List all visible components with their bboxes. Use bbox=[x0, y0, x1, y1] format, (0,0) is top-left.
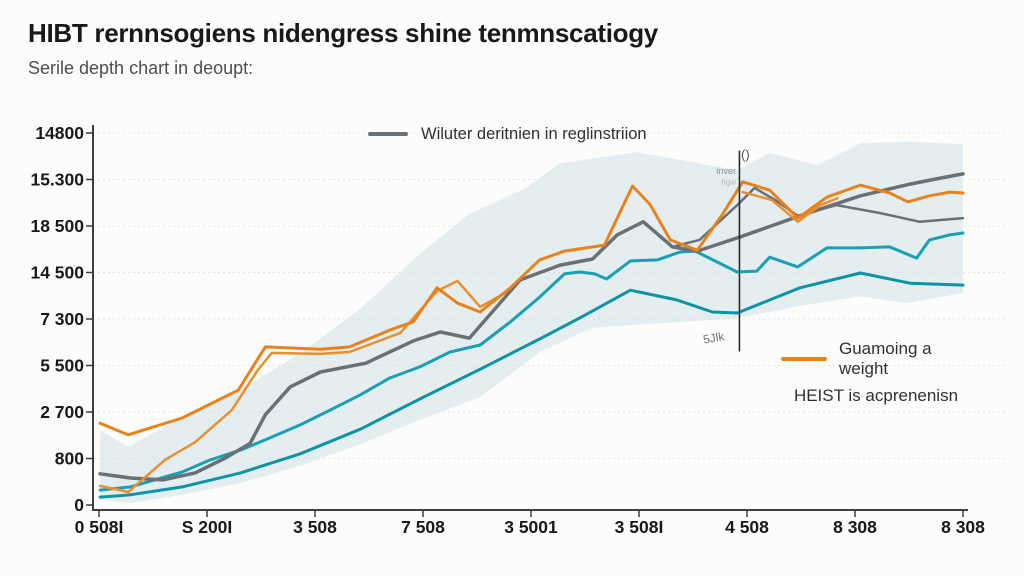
page-subtitle: Serile depth chart in deoupt: bbox=[28, 58, 254, 78]
legend-right-row: Guamoing a weight bbox=[781, 339, 971, 379]
legend-line-marker-orange bbox=[781, 357, 827, 361]
y-tick-label: 800 bbox=[55, 449, 84, 469]
x-tick-label: 8 308 bbox=[941, 517, 985, 537]
legend-right: Guamoing a weight HEIST is acprenenisn bbox=[781, 339, 971, 406]
series-gray-main bbox=[98, 172, 965, 482]
series-teal-upper bbox=[98, 231, 965, 492]
y-tick-label: 14800 bbox=[35, 123, 84, 143]
series-orange-main bbox=[98, 180, 965, 437]
y-tick-label: 2 700 bbox=[40, 402, 84, 422]
legend-top: Wiluter deritnien in reglinstriion bbox=[368, 123, 647, 145]
y-tick-label: 0 bbox=[74, 495, 84, 515]
x-tick-label: 8 308 bbox=[833, 517, 877, 537]
x-tick-label: 0 508I bbox=[75, 517, 124, 537]
annotation-note-top2: hgw bbox=[721, 178, 736, 187]
series-orange-secondary bbox=[98, 279, 507, 494]
y-tick-label: 18 500 bbox=[30, 216, 84, 236]
legend-right-label-1: Guamoing a weight bbox=[839, 339, 932, 378]
x-tick-label: 4 508 bbox=[725, 517, 769, 537]
x-tick-label: 3 508I bbox=[615, 517, 664, 537]
y-tick-label: 5 500 bbox=[40, 356, 84, 376]
y-tick-label: 7 300 bbox=[40, 309, 84, 329]
legend-line-marker-gray bbox=[368, 132, 408, 136]
legend-right-label-2: HEIST is acprenenisn bbox=[793, 386, 959, 405]
series-orange-secondary-right bbox=[741, 190, 839, 224]
annotation-note-top: Inver bbox=[715, 166, 736, 176]
y-tick-label: 14 500 bbox=[30, 263, 84, 283]
confidence-band bbox=[100, 141, 964, 504]
series-teal-lower bbox=[98, 271, 965, 499]
x-tick-label: 7 508 bbox=[401, 517, 445, 537]
x-tick-label: 3 5001 bbox=[504, 517, 558, 537]
legend-top-label: Wiluter deritnien in reglinstriion bbox=[421, 124, 647, 143]
y-tick-label: 15.300 bbox=[30, 170, 84, 190]
annotation-paren: () bbox=[741, 147, 750, 162]
x-tick-label: 3 508 bbox=[293, 517, 337, 537]
x-tick-label: S 200I bbox=[182, 517, 233, 537]
page-title: HIBT rernnsogiens nidengress shine tenmn… bbox=[28, 18, 658, 48]
